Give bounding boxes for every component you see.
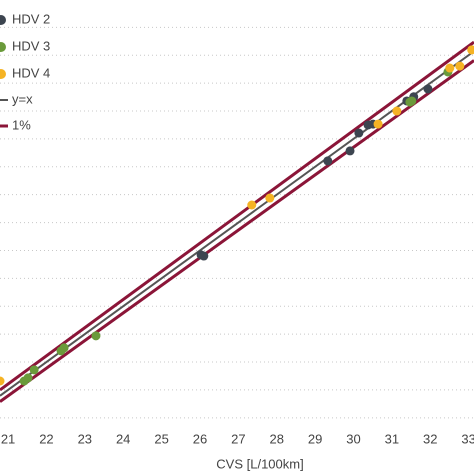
x-tick-label: 23: [78, 431, 92, 446]
x-tick-label: 28: [269, 431, 283, 446]
x-tick-label: 29: [308, 431, 322, 446]
scatter-point: [445, 63, 455, 73]
legend-label: HDV 4: [12, 65, 50, 80]
x-tick-label: 30: [346, 431, 360, 446]
scatter-point: [345, 146, 355, 156]
x-tick-label: 21: [1, 431, 15, 446]
legend-marker: [0, 15, 6, 25]
x-tick-label: 27: [231, 431, 245, 446]
x-tick-label: 32: [423, 431, 437, 446]
x-tick-label: 22: [39, 431, 53, 446]
scatter-point: [23, 373, 33, 383]
scatter-point: [199, 251, 209, 261]
x-axis-label: CVS [L/100km]: [216, 456, 303, 471]
scatter-point: [59, 343, 69, 353]
x-tick-label: 31: [385, 431, 399, 446]
scatter-point: [423, 84, 433, 94]
scatter-point: [455, 61, 465, 71]
scatter-point: [467, 45, 474, 55]
scatter-point: [0, 376, 5, 386]
scatter-point: [373, 119, 383, 129]
scatter-point: [354, 128, 364, 138]
legend-label: HDV 3: [12, 38, 50, 53]
legend-label: HDV 2: [12, 11, 50, 26]
scatter-point: [91, 331, 101, 341]
legend-label: 1%: [12, 117, 31, 132]
scatter-point: [29, 365, 39, 375]
x-tick-label: 33: [461, 431, 474, 446]
scatter-point: [265, 193, 275, 203]
tolerance-line: [0, 40, 474, 392]
scatter-point: [392, 106, 402, 116]
x-tick-label: 25: [154, 431, 168, 446]
legend-label: y=x: [12, 91, 33, 106]
scatter-point: [407, 96, 417, 106]
scatter-point: [323, 156, 333, 166]
legend-marker: [0, 42, 6, 52]
legend-marker: [0, 69, 6, 79]
x-tick-label: 26: [193, 431, 207, 446]
tolerance-line: [0, 59, 474, 403]
x-tick-label: 24: [116, 431, 130, 446]
scatter-point: [247, 200, 257, 210]
